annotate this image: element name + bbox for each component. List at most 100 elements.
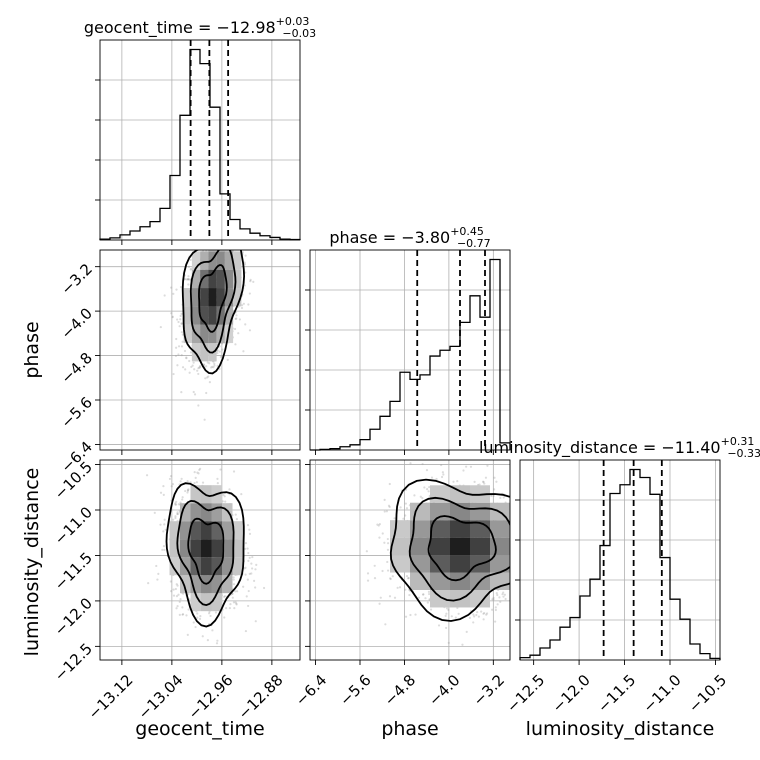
sample-point [383,498,386,501]
sample-point [242,350,245,353]
sample-point [429,608,433,611]
sample-point [486,464,489,467]
sample-point [247,604,250,608]
sample-point [512,495,514,497]
sample-point [523,553,525,555]
density-cell [201,503,212,522]
sample-point [522,584,524,586]
sample-point [213,362,216,365]
x-tick-label: −5.6 [336,671,374,709]
density-cell [200,306,209,325]
sample-point [251,567,254,570]
sample-point [366,579,370,582]
density-cell [200,269,209,289]
sample-point [219,355,222,358]
sample-point [180,345,184,348]
sample-point [196,369,199,372]
y-tick-label: −5.6 [58,393,96,431]
sample-point [224,500,227,503]
sample-point [205,365,208,368]
sample-point [534,559,536,561]
sample-point [204,377,207,380]
sample-point [231,596,234,599]
y-tick-label: −11.0 [51,503,96,548]
sample-point [202,247,204,249]
sample-point [252,280,255,283]
sample-point [212,441,214,443]
sample-point [246,547,249,550]
sample-point [387,504,391,507]
sample-point [393,517,396,520]
sample-point [402,517,405,520]
density-cell [410,572,430,590]
sample-point [201,247,203,249]
x-axis-label: geocent_time [135,718,264,740]
sample-point [233,236,235,238]
sample-point [462,469,465,472]
y-tick-label: −11.5 [51,549,96,594]
sample-point [407,576,410,580]
sample-point [216,639,219,642]
sample-point [243,261,246,264]
sample-point [240,246,242,248]
sample-point [540,565,542,567]
sample-point [522,567,524,569]
sample-point [240,242,242,244]
sample-point [175,607,178,610]
sample-point [185,614,188,617]
sample-point [545,531,547,533]
sample-point [216,351,219,355]
sample-point [529,592,531,594]
sample-point [517,604,519,606]
sample-point [475,613,478,617]
contour-line [187,517,225,585]
sample-point [206,376,209,379]
contour-line [198,264,228,333]
sample-point [223,616,226,619]
sample-point [494,606,497,609]
sample-point [485,613,488,616]
sample-point [171,315,174,318]
sample-point [478,483,481,486]
sample-point [174,346,178,349]
sample-point [482,618,485,621]
sample-point [526,524,528,526]
sample-point [502,496,505,499]
sample-point [157,572,160,576]
sample-point [524,523,526,525]
sample-point [388,505,391,509]
sample-point [511,541,513,543]
sample-point [233,607,236,610]
sample-point [232,234,234,236]
sample-point [483,482,486,485]
sample-point [465,465,468,468]
density-layer [159,205,255,421]
density-cell [450,520,470,538]
sample-point [219,468,222,471]
density-cell [430,572,450,590]
density-cell [208,251,217,270]
sample-point [473,615,476,618]
sample-point [234,221,236,223]
sample-point [235,603,238,606]
sample-point [377,524,380,527]
sample-point [516,527,518,529]
sample-point [516,507,518,509]
sample-point [198,447,200,449]
sample-point [205,205,207,207]
sample-point [239,243,241,245]
sample-point [523,544,525,546]
sample-point [465,630,468,633]
sample-point [235,602,238,605]
sample-point [472,621,475,624]
contour-line [427,515,497,582]
x-tick-label: −12.88 [235,671,287,723]
sample-point [237,237,239,239]
density-cell [232,521,243,540]
sample-point [499,600,502,603]
sample-point [538,554,540,556]
sample-point [512,545,514,547]
density-cell [216,324,225,344]
sample-point [186,633,189,636]
density-cell [430,520,450,538]
